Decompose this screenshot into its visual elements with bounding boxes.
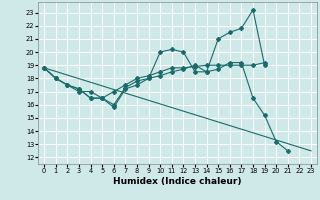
X-axis label: Humidex (Indice chaleur): Humidex (Indice chaleur) bbox=[113, 177, 242, 186]
